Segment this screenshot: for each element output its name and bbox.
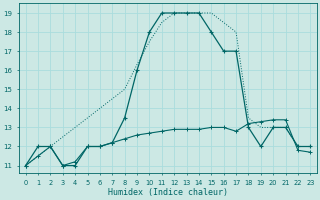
X-axis label: Humidex (Indice chaleur): Humidex (Indice chaleur) [108, 188, 228, 197]
